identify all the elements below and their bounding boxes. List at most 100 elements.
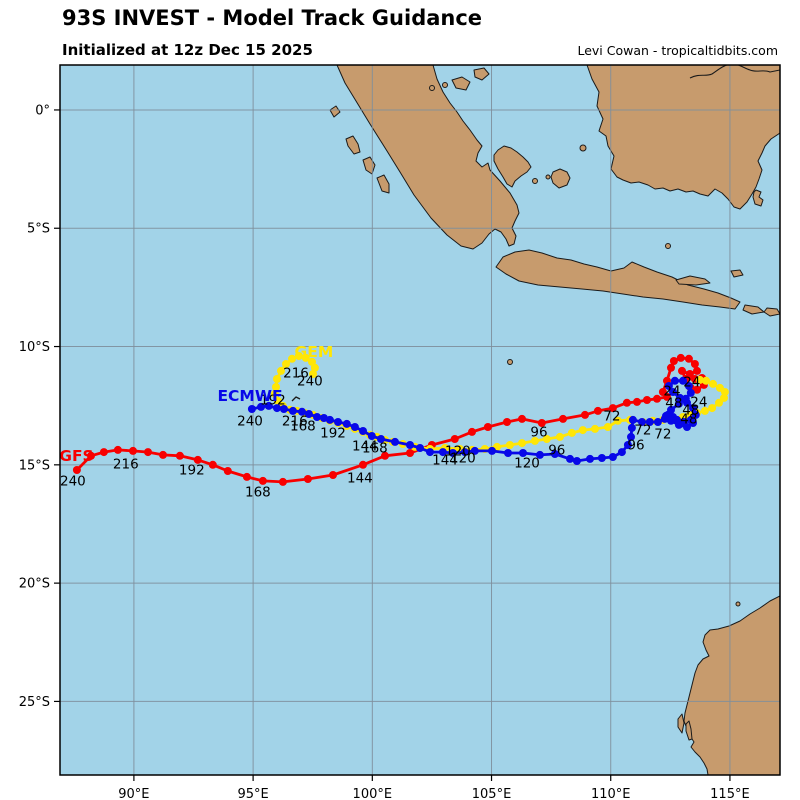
plot-border [59, 64, 781, 776]
gem-track-point [505, 441, 514, 449]
ecmwf-track-point [298, 407, 306, 416]
gem-hour-label: 168 [290, 419, 316, 435]
x-tick-label: 95°E [237, 787, 268, 800]
x-tick-label: 90°E [118, 787, 149, 800]
ecmwf-track-point [627, 423, 636, 432]
ecmwf-track-point [638, 418, 646, 426]
ecmwf-track-point [460, 448, 469, 457]
gem-track-point [555, 432, 564, 441]
x-tick-label: 115°E [710, 787, 750, 800]
island-pulau-laut [752, 189, 764, 207]
gfs-track-point [450, 435, 459, 443]
gfs-hour-label: 24 [683, 375, 700, 391]
ecmwf-track-point [426, 448, 434, 457]
track-ecmwf [247, 376, 700, 465]
gem-track-point [709, 379, 717, 388]
gfs-track-point [258, 476, 267, 485]
gem-track-point [603, 423, 612, 431]
ecmwf-track-point [628, 415, 637, 424]
ecmwf-hour-label: 192 [320, 425, 346, 441]
gfs-track-point [503, 418, 511, 426]
gfs-track-point [483, 423, 492, 431]
island-belitung [550, 168, 571, 189]
gem-track-point [702, 376, 711, 385]
axes: 90°E 95°E 100°E 105°E 110°E 115°E 0° 5°S 10°S 15°… [19, 103, 750, 800]
ecmwf-track-point [667, 416, 675, 425]
gfs-track-point [87, 451, 95, 460]
gfs-hour-label: 96 [530, 424, 547, 440]
ecmwf-track-point [617, 448, 626, 457]
ecmwf-track-point [566, 454, 574, 463]
gem-track-point [310, 363, 319, 372]
island-madura [675, 275, 711, 286]
ecmwf-track-point [367, 432, 376, 440]
island-group-north-1 [451, 76, 471, 91]
gfs-track-point [223, 467, 232, 475]
gem-hour-label: 216 [283, 366, 309, 382]
grid-lines [60, 65, 780, 775]
ecmwf-track-point [342, 419, 351, 428]
gem-hour-label: 144 [352, 438, 378, 454]
gfs-hour-label: 144 [347, 470, 373, 486]
island-nias [329, 105, 341, 118]
ecmwf-hour-label: 72 [654, 427, 671, 443]
ecmwf-track-point [686, 388, 695, 397]
gfs-track-point [608, 404, 617, 413]
page-title: 93S INVEST - Model Track Guidance [62, 6, 483, 30]
gfs-track-point [622, 398, 631, 407]
ecmwf-track-point [675, 393, 684, 402]
ecmwf-track-point [670, 376, 679, 385]
ecmwf-track-point [669, 388, 677, 396]
gem-track-point [294, 352, 303, 360]
gfs-track-point [468, 427, 476, 436]
gfs-track-point [329, 471, 337, 479]
borneo-river-line [689, 65, 780, 79]
ecmwf-hour-label: 168 [362, 441, 388, 457]
gfs-track-point [381, 451, 389, 460]
gem-track-point [567, 428, 576, 437]
ecmwf-track-point [376, 435, 385, 443]
ecmwf-track-point [325, 415, 334, 424]
landmass-australia [683, 595, 780, 775]
gfs-track-point [193, 455, 202, 464]
gfs-track-point [359, 460, 367, 469]
ecmwf-track-point [391, 437, 399, 446]
gem-track-point [578, 426, 587, 435]
gfs-track-point [658, 388, 667, 396]
x-tick-label: 105°E [472, 787, 512, 800]
ecmwf-track-point [597, 454, 606, 462]
ecmwf-track-point [359, 427, 367, 435]
ecmwf-track-point [334, 418, 342, 426]
ecmwf-track-point [406, 441, 414, 449]
gem-track-point [282, 360, 290, 368]
gfs-track-point [693, 385, 701, 394]
island-bangka [493, 145, 532, 188]
ecmwf-track-point [627, 432, 635, 441]
y-tick-label: 20°S [19, 577, 50, 592]
gfs-track-point [693, 366, 701, 375]
init-time-label: Initialized at 12z Dec 15 2025 [62, 41, 313, 59]
gfs-track-point [159, 450, 167, 459]
ecmwf-track-point [586, 454, 594, 463]
gem-track-point [273, 397, 282, 405]
gfs-track-point [518, 414, 526, 423]
gfs-track-point [303, 475, 312, 483]
gfs-track-point [667, 363, 675, 372]
islet-1 [429, 85, 435, 91]
gfs-track-point [129, 446, 137, 455]
gfs-track-point [208, 460, 217, 469]
credit-label: Levi Cowan - tropicaltidbits.com [577, 43, 778, 58]
ecmwf-track-point [689, 404, 697, 413]
ecmwf-track-point [288, 406, 297, 415]
island-kangean [730, 269, 744, 278]
ecmwf-hour-label: 24 [663, 384, 680, 400]
ecmwf-track-point [313, 413, 321, 421]
model-label-gem: GEM [295, 343, 334, 361]
gfs-track-point [406, 449, 414, 457]
islet-2 [442, 82, 448, 88]
ecmwf-track-point [674, 420, 683, 429]
ecmwf-track-point [416, 444, 424, 452]
gfs-track-point [684, 354, 693, 363]
ecmwf-track-point [662, 411, 670, 420]
